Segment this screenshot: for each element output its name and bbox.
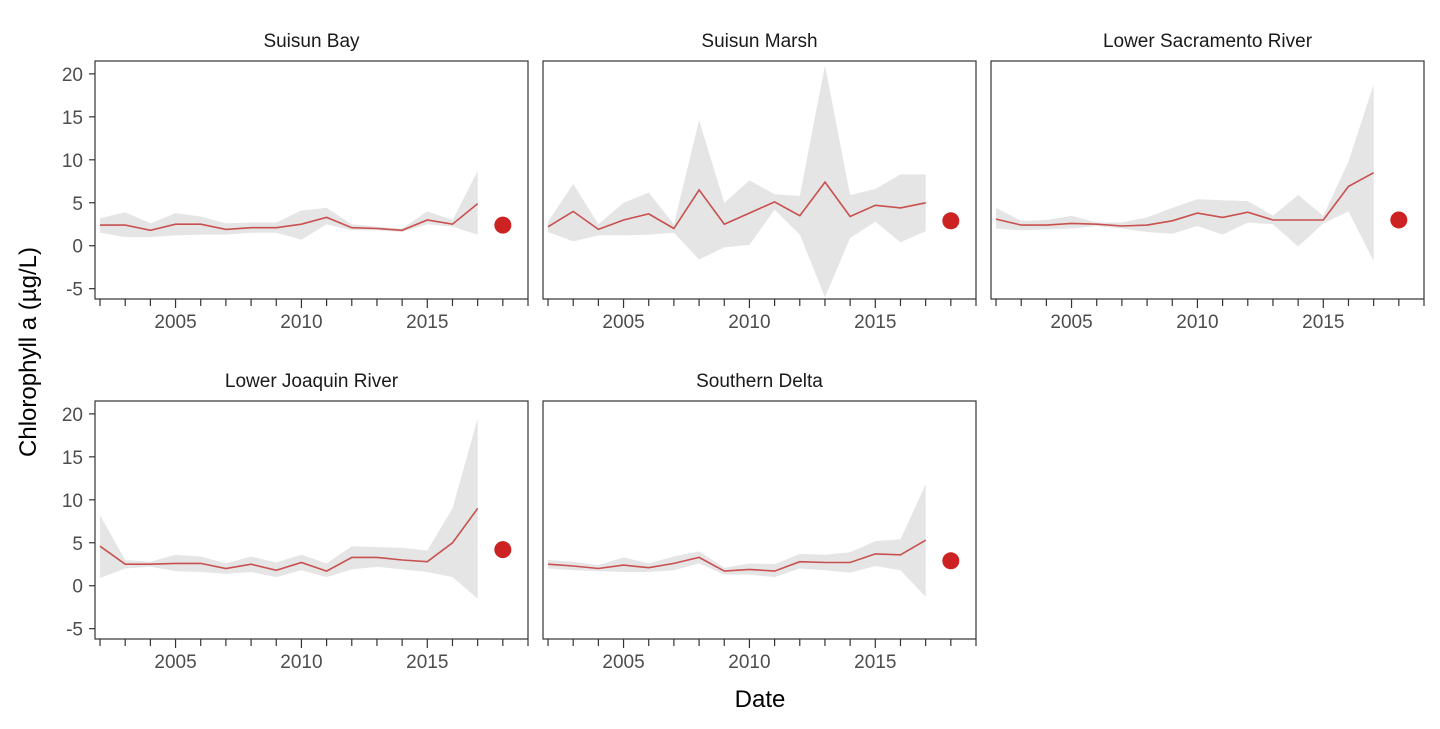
panel-frame bbox=[94, 400, 529, 640]
x-tick-label: 2010 bbox=[280, 312, 322, 333]
x-tick-label: 2005 bbox=[602, 652, 644, 673]
last-point bbox=[494, 541, 512, 559]
x-tick-label: 2015 bbox=[406, 312, 448, 333]
panel-title: Lower Sacramento River bbox=[1103, 31, 1313, 52]
x-tick-label: 2015 bbox=[406, 652, 448, 673]
panel-frame bbox=[94, 60, 529, 300]
panel-3: Lower Joaquin River 2005 2010 2015 -5 0 5 10 15 2… bbox=[62, 371, 529, 673]
y-tick-label: 5 bbox=[72, 534, 83, 555]
last-point bbox=[1390, 211, 1408, 229]
y-tick-label: 10 bbox=[62, 151, 83, 172]
x-tick-label: 2010 bbox=[728, 652, 770, 673]
band-area bbox=[996, 84, 1374, 262]
x-tick-label: 2005 bbox=[154, 652, 196, 673]
band-area bbox=[100, 418, 478, 599]
y-tick-label: 10 bbox=[62, 491, 83, 512]
panel-4: Southern Delta 2005 2010 2015 bbox=[542, 371, 977, 673]
panel-title: Lower Joaquin River bbox=[225, 371, 399, 392]
y-tick-label: -5 bbox=[66, 280, 83, 301]
last-point bbox=[942, 552, 960, 570]
panel-frame bbox=[542, 60, 977, 300]
panel-title: Suisun Bay bbox=[263, 31, 360, 52]
panel-title: Southern Delta bbox=[696, 371, 823, 392]
mean-line bbox=[547, 180, 926, 231]
x-tick-label: 2010 bbox=[728, 312, 770, 333]
y-tick-label: 15 bbox=[62, 448, 83, 469]
y-tick-label: 0 bbox=[72, 237, 83, 258]
band-area bbox=[548, 65, 926, 298]
last-point bbox=[942, 212, 960, 230]
y-tick-label: 20 bbox=[62, 405, 83, 426]
x-tick-label: 2005 bbox=[602, 312, 644, 333]
x-tick-label: 2005 bbox=[1050, 312, 1092, 333]
panel-frame bbox=[990, 60, 1425, 300]
y-axis-title: Chlorophyll a (µg/L) bbox=[15, 247, 42, 457]
band-area bbox=[100, 171, 478, 240]
x-tick-label: 2015 bbox=[854, 652, 896, 673]
panel-1: Suisun Marsh 2005 2010 2015 bbox=[542, 31, 977, 333]
y-tick-label: 0 bbox=[72, 577, 83, 598]
panel-2: Lower Sacramento River 2005 2010 2015 bbox=[990, 31, 1425, 333]
x-tick-label: 2010 bbox=[1176, 312, 1218, 333]
x-axis-title: Date bbox=[735, 686, 786, 713]
x-tick-label: 2015 bbox=[854, 312, 896, 333]
mean-line bbox=[547, 539, 927, 572]
y-tick-label: 5 bbox=[72, 194, 83, 215]
x-tick-label: 2010 bbox=[280, 652, 322, 673]
band-area bbox=[548, 484, 926, 597]
last-point bbox=[494, 216, 512, 234]
y-tick-label: 20 bbox=[62, 65, 83, 86]
mean-line bbox=[995, 171, 1375, 227]
mean-line bbox=[100, 202, 479, 232]
y-tick-label: -5 bbox=[66, 620, 83, 641]
x-tick-label: 2005 bbox=[154, 312, 196, 333]
mean-line bbox=[99, 507, 479, 572]
panel-title: Suisun Marsh bbox=[701, 31, 817, 52]
y-tick-label: 15 bbox=[62, 108, 83, 129]
panel-frame bbox=[542, 400, 977, 640]
panel-0: Suisun Bay 2005 2010 2015 -5 0 5 10 15 20 bbox=[62, 31, 529, 333]
x-tick-label: 2015 bbox=[1302, 312, 1344, 333]
